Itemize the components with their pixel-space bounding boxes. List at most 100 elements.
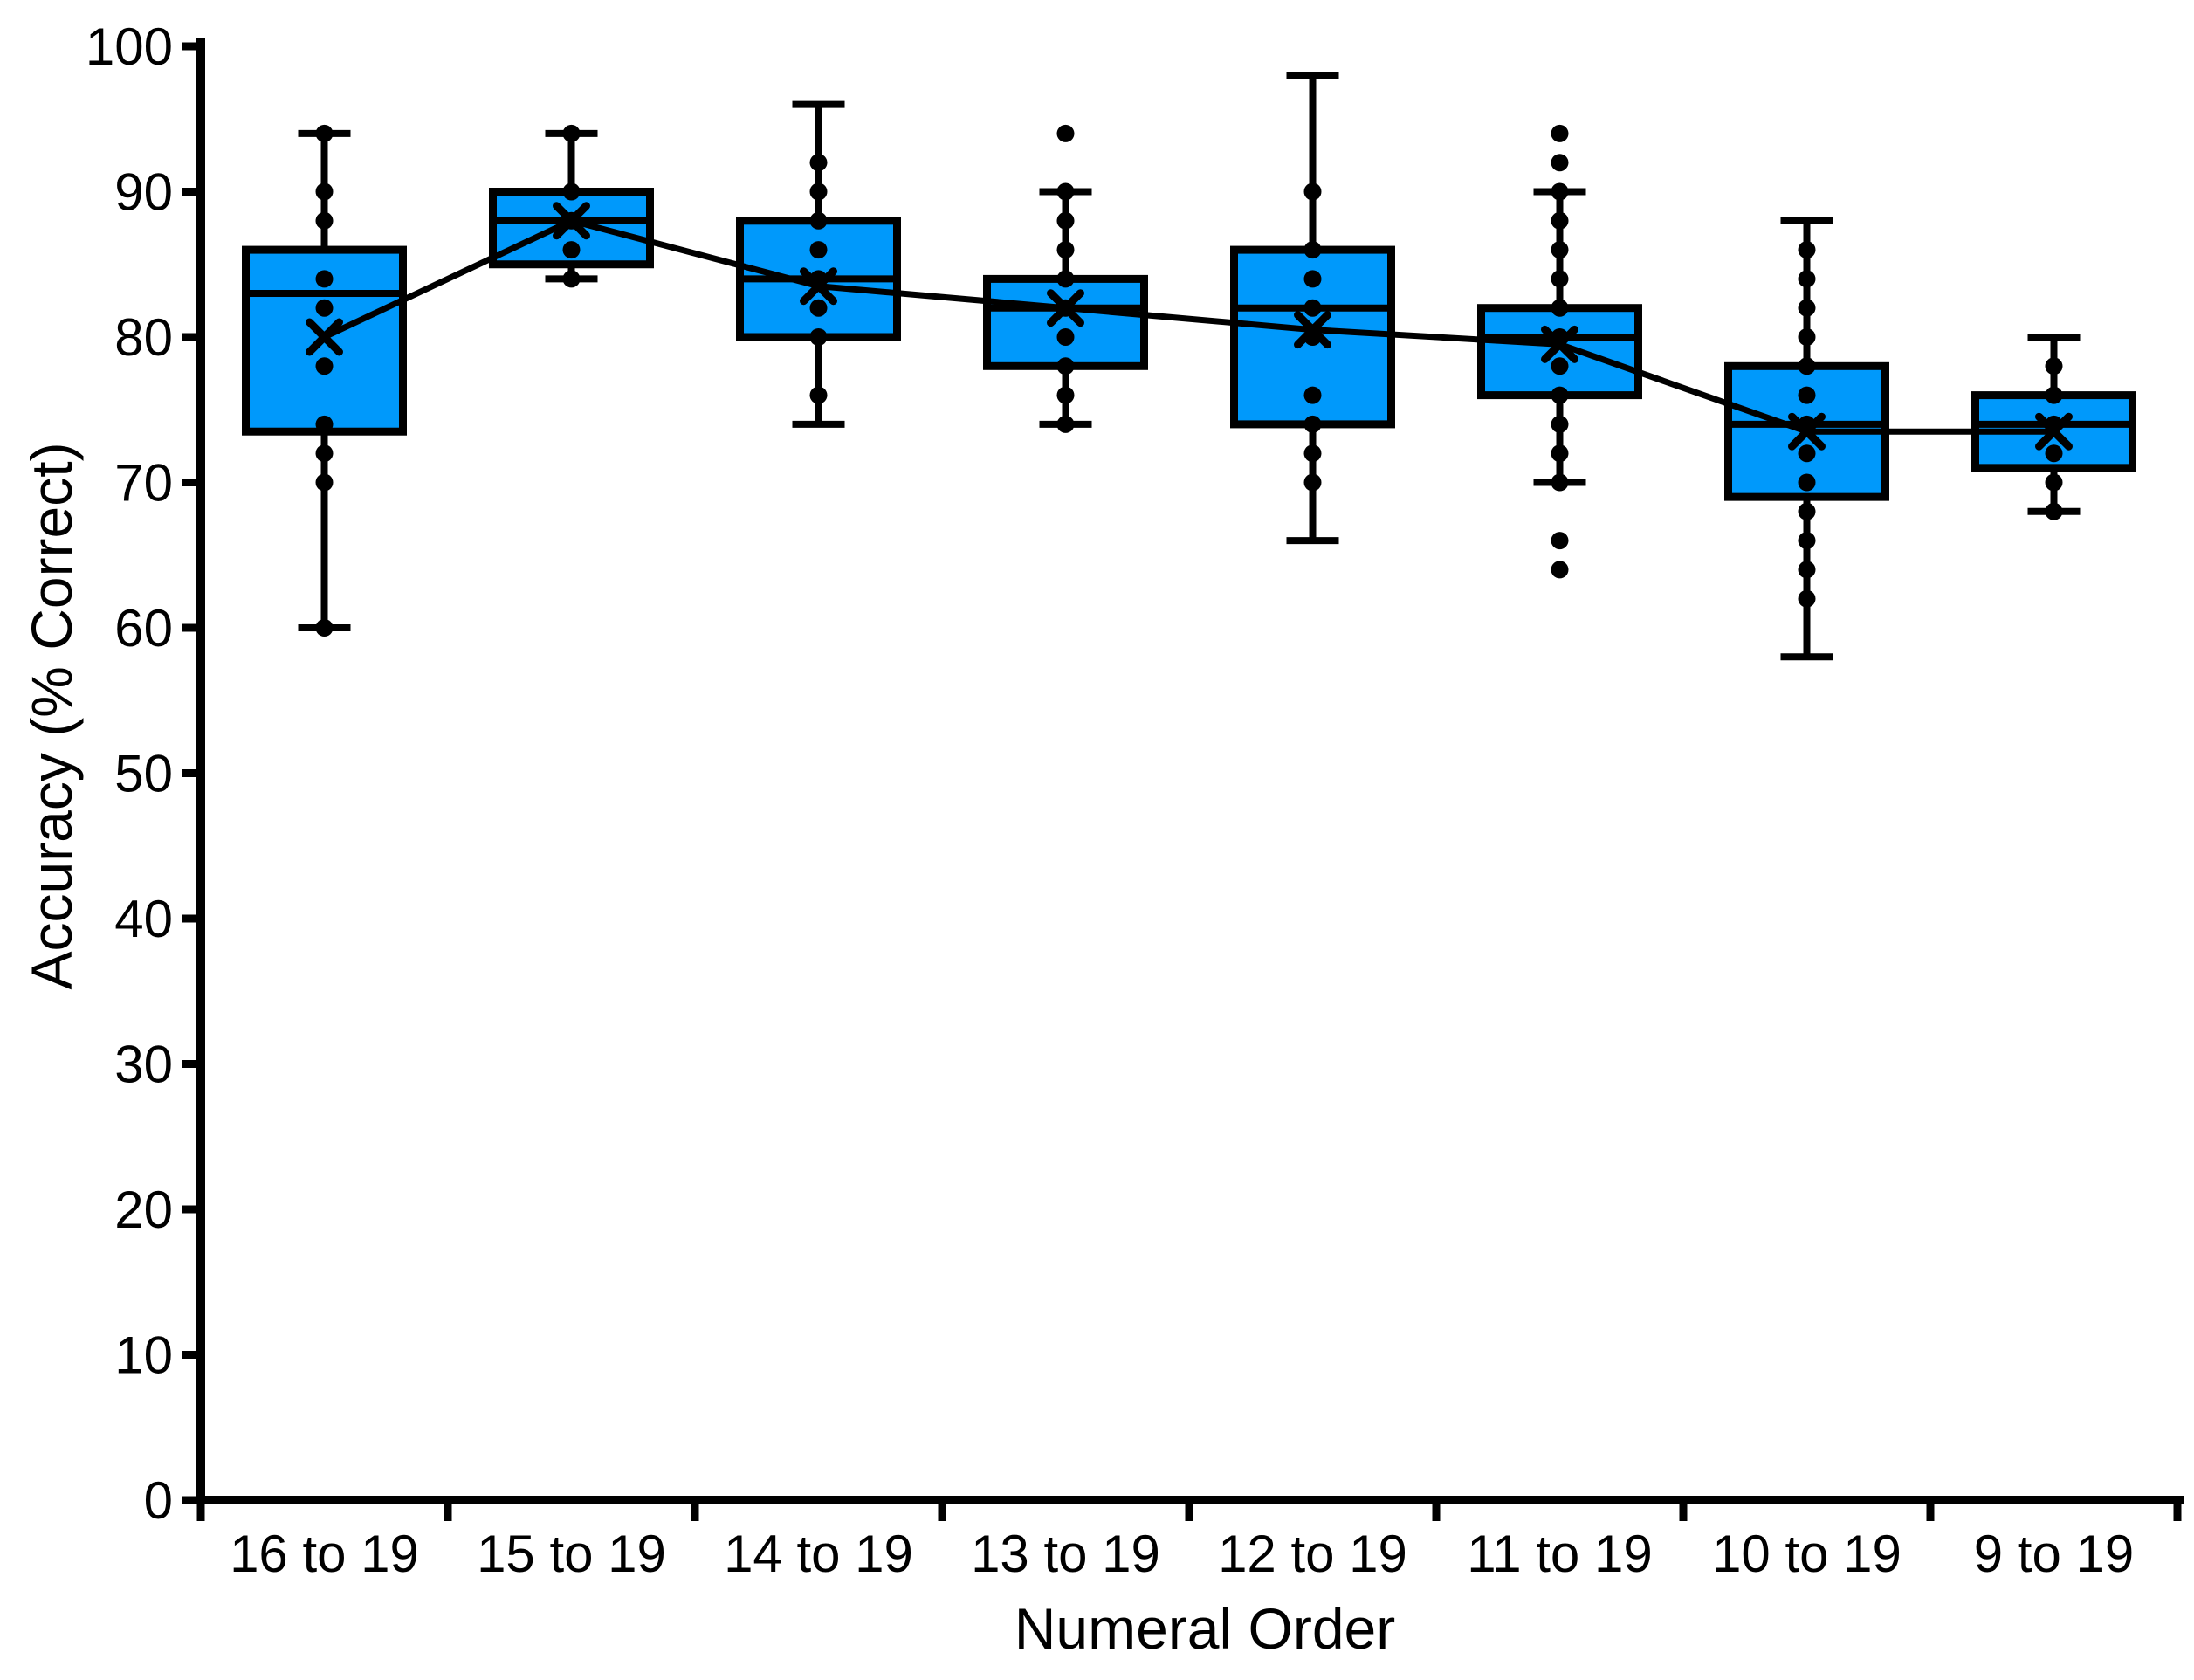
data-point [1798,270,1816,288]
data-point [315,211,334,230]
mean-x-marker [1541,325,1578,363]
y-tick-label: 50 [114,745,173,803]
data-point [1798,561,1816,579]
mean-x-marker [800,267,837,306]
points-group-9-to-19 [2035,357,2073,520]
x-tick-label: 11 to 19 [1467,1525,1652,1583]
points-group-16-to-19 [306,124,343,637]
data-point [1303,241,1322,259]
data-point [1303,270,1322,288]
data-point [1056,124,1075,142]
data-point [1551,241,1569,259]
data-point [1303,415,1322,433]
data-point [315,619,334,637]
points-group-12-to-19 [1294,182,1331,492]
y-tick-label: 40 [114,890,173,948]
data-point [1303,444,1322,463]
points-group-13-to-19 [1047,124,1084,433]
data-point [809,211,828,230]
y-tick-label: 80 [114,308,173,367]
mean-x-marker [1788,412,1826,451]
data-point [1798,444,1816,463]
y-axis-title: Accuracy (% Correct) [19,442,84,989]
x-tick-label: 9 to 19 [1974,1525,2135,1583]
x-tick-label: 12 to 19 [1218,1525,1407,1583]
y-tick-label: 100 [86,17,173,76]
box-group-14-to-19 [736,100,901,428]
y-tick-label: 30 [114,1036,173,1094]
x-tick-label: 14 to 19 [724,1525,913,1583]
data-point [809,328,828,346]
data-point [1056,270,1075,288]
mean-x-marker [1047,289,1084,327]
data-point [2045,386,2063,404]
mean-x-marker [2035,412,2073,451]
x-tick-label: 15 to 19 [477,1525,666,1583]
data-point [2045,357,2063,375]
data-point [1056,357,1075,375]
data-point [809,182,828,201]
x-tick-label: 13 to 19 [971,1525,1160,1583]
data-point [1056,415,1075,433]
data-point [562,182,581,201]
data-point [1551,182,1569,201]
data-point [1551,415,1569,433]
data-point [1551,211,1569,230]
data-point [1798,328,1816,346]
data-point [1551,299,1569,317]
data-point [562,124,581,142]
data-point [1798,357,1816,375]
iqr-box [1477,304,1642,400]
data-point [1798,241,1816,259]
x-tick-label: 10 to 19 [1712,1525,1902,1583]
mean-x-marker [1294,311,1331,349]
data-point [1056,182,1075,201]
box-series-layer [242,72,2136,661]
x-axis-title: Numeral Order [1014,1596,1395,1661]
data-point [1303,299,1322,317]
data-point [1551,444,1569,463]
points-group-15-to-19 [553,124,590,288]
y-tick-label: 60 [114,599,173,658]
points-group-14-to-19 [800,154,837,404]
y-tick-label: 20 [114,1181,173,1239]
data-point [1056,241,1075,259]
data-point [1798,299,1816,317]
mean-x-marker [306,318,343,356]
data-point [1551,357,1569,375]
data-point [562,241,581,259]
mean-x-marker [553,202,590,240]
points-group-10-to-19 [1788,241,1826,608]
data-point [1551,154,1569,172]
mean-connector-line [323,217,2054,435]
data-point [1798,473,1816,492]
data-point [1551,124,1569,142]
y-tick-label: 70 [114,454,173,513]
data-point [809,386,828,404]
data-point [315,270,334,288]
data-point [1303,182,1322,201]
points-group-11-to-19 [1541,124,1578,579]
box-group-16-to-19 [242,129,407,631]
data-point [1798,386,1816,404]
data-point [1056,328,1075,346]
data-point [315,473,334,492]
data-point [2045,444,2063,463]
x-tick-label: 16 to 19 [230,1525,419,1583]
data-point [562,270,581,288]
data-point [1798,502,1816,520]
data-point [1551,561,1569,579]
data-point [1303,473,1322,492]
data-point [809,241,828,259]
data-point [1551,473,1569,492]
data-point [1303,386,1322,404]
data-point [809,154,828,172]
data-point [1798,589,1816,608]
data-point [1798,532,1816,550]
data-point [315,124,334,142]
y-tick-label: 10 [114,1326,173,1385]
y-tick-label: 90 [114,163,173,222]
iqr-box [983,274,1148,370]
